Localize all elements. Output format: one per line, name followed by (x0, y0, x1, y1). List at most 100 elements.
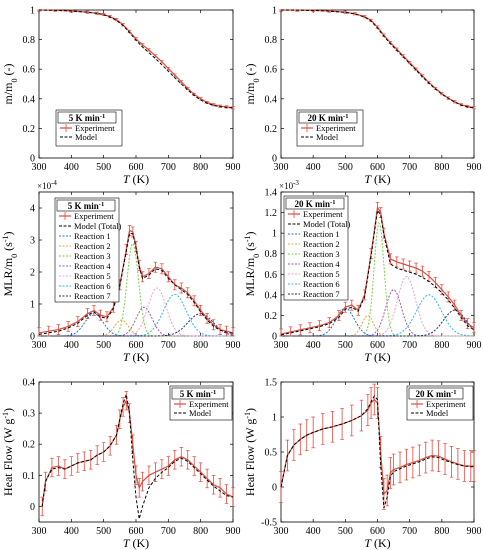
mlr-5-xtick-label: 900 (226, 340, 241, 351)
mlr-5-xtick-label: 700 (161, 340, 176, 351)
heat-20-legend-title-part: -1 (451, 389, 456, 396)
mass-5-xtick-label: 900 (226, 162, 241, 173)
heat-5-ytick-label: 0 (30, 502, 35, 513)
mlr-20-legend-entry: Reaction 3 (303, 249, 340, 259)
mlr-5-exponent-label: ×10-4 (37, 179, 57, 191)
mlr-20-exponent-label: ×10-3 (279, 179, 299, 191)
mlr-20-legend-title-part: -1 (330, 199, 335, 206)
heat-5-legend-title-part: -1 (211, 389, 216, 396)
mass-20-xtick-label: 900 (467, 162, 482, 173)
mass-20-xtick-label: 300 (274, 162, 289, 173)
mlr-5-xtick-label: 600 (129, 340, 144, 351)
mlr-5-model-total-line (38, 233, 234, 335)
mlr-5-xlabel: T (K) (123, 350, 149, 364)
heat-20-legend-title: 20 K min-1 (416, 389, 457, 400)
mlr-5-ylabel-part: 0 (10, 254, 19, 258)
mlr-20-legend-title: 20 K min-1 (295, 199, 336, 210)
mlr-5-xtick-label: 300 (32, 340, 47, 351)
heat-5-ylabel: Heat Flow (W g-1) (1, 408, 16, 496)
mass-20-ylabel: m/m0 (-) (243, 63, 261, 104)
mlr-5-legend-entry: Reaction 5 (74, 271, 111, 281)
heat-20-ytick-label: 1.5 (265, 378, 278, 389)
heat-5-legend-entry: Model (189, 408, 212, 418)
mlr-5-ytick-label: 2 (30, 268, 35, 279)
heat-5-legend-title-box (171, 387, 225, 400)
heat-5-xtick-label: 400 (64, 526, 79, 537)
heat-20-xtick-label: 700 (402, 526, 417, 537)
heat-20-ytick-label: 0 (272, 483, 277, 494)
heat-5-axes: 300 400 500 600 700 800 900 0 0.1 0.2 0.3 0.4 T (K) (23, 378, 241, 550)
mass-20-ytick-label: 0.8 (265, 35, 278, 46)
heat-20-ytick-label: 1 (272, 413, 277, 424)
mass-20-ytick-label: 1 (272, 6, 277, 17)
mass-5-ytick-label: 0.2 (23, 124, 36, 135)
mass-20-model-line (280, 9, 475, 109)
mass-20-xtick-label: 700 (402, 162, 417, 173)
mlr-20-xlabel: T (K) (364, 350, 390, 364)
mass-5-legend-entry: Experiment (75, 123, 115, 133)
mass-20-legend-entry: Experiment (316, 123, 356, 133)
mlr-20-exponent-label-part: -3 (293, 179, 299, 187)
mlr-20-ytick-label: 1.2 (265, 208, 278, 219)
heat-5-ytick-label: 0.4 (23, 378, 36, 389)
mlr-20-legend-entry: Reaction 4 (303, 259, 340, 269)
mass-20-ytick-label: 0.2 (265, 124, 278, 135)
heat-5-model-line (41, 394, 234, 520)
mlr-5-legend-entry: Reaction 1 (74, 231, 111, 241)
mlr-5-legend-entry: Reaction 6 (74, 281, 111, 291)
heat-20-ylabel-part: -1 (243, 412, 252, 419)
heat-20-legend-title-box (408, 387, 464, 400)
mlr-20-ylabel: MLR/m0 (s-1) (243, 231, 261, 296)
mlr-20-ytick-label: 0 (272, 332, 277, 343)
heat-5-ytick-label: 0.3 (23, 409, 36, 420)
mlr-5-legend-entry: Reaction 7 (74, 291, 111, 301)
heat-20-xlabel: T (K) (364, 536, 390, 550)
heat-20-xtick-label: 500 (338, 526, 353, 537)
mass-20-error-bars (279, 9, 476, 110)
mlr-20-legend-entry: Reaction 6 (303, 279, 340, 289)
heat-5-xtick-label: 800 (193, 526, 208, 537)
mlr-5-legend-entry: Reaction 3 (74, 251, 111, 261)
heat-20-xtick-label: 600 (370, 526, 385, 537)
mass-5-xtick-label: 700 (161, 162, 176, 173)
mlr-20-model-total-line (280, 209, 475, 336)
mlr-5-exponent-label-part: -4 (51, 179, 57, 187)
mass-5-xlabel-part: T (123, 172, 131, 186)
heat-5-ytick-label: 0.1 (23, 471, 36, 482)
heat-5-experiment-line (41, 399, 234, 507)
mlr-20-xtick-label: 400 (306, 340, 321, 351)
mass-20-xtick-label: 800 (434, 162, 449, 173)
mass-5-ylabel: m/m0 (-) (1, 63, 19, 104)
mlr-20-legend-entry: Reaction 5 (303, 269, 340, 279)
heat-20-legend-entry: Model (426, 408, 449, 418)
mass-20-legend-title: 20 K min-1 (308, 113, 349, 124)
heat-5-legend-title: 5 K min-1 (180, 389, 216, 400)
mass-20-xtick-label: 500 (338, 162, 353, 173)
mlr-5-legend-box (54, 197, 120, 303)
mass-5-ytick-label: 1 (30, 6, 35, 17)
heat-20-ytick-label: 0.5 (265, 448, 278, 459)
mass-5-ytick-label: 0 (30, 154, 35, 165)
mass-5-model-line (38, 9, 234, 109)
mlr-20-xtick-label: 900 (467, 340, 482, 351)
heat-5-ylabel-part: -1 (1, 412, 10, 419)
mlr-5-ytick-label: 1 (30, 300, 35, 311)
mlr-20-xtick-label: 800 (434, 340, 449, 351)
mass-5-xtick-label: 600 (129, 162, 144, 173)
mlr-5-xtick-label: 400 (64, 340, 79, 351)
heat-5-legend-entry: Experiment (189, 399, 229, 409)
mass-20-ytick-label: 0.6 (265, 65, 278, 76)
mass-5-xtick-label: 500 (96, 162, 111, 173)
mass-20-axes: 300 400 500 600 700 800 900 0 0.2 0.4 0.6 0.8 1 T (K) (265, 6, 482, 187)
mass-20-xtick-label: 600 (370, 162, 385, 173)
mlr-5-experiment-line (38, 229, 234, 334)
mass-5-xtick-label: 400 (64, 162, 79, 173)
heat-5-xtick-label: 600 (129, 526, 144, 537)
mlr-5-legend-entry: Experiment (74, 211, 114, 221)
mass-5-ytick-label: 0.6 (23, 65, 36, 76)
mass-20-ytick-label: 0.4 (265, 94, 278, 105)
